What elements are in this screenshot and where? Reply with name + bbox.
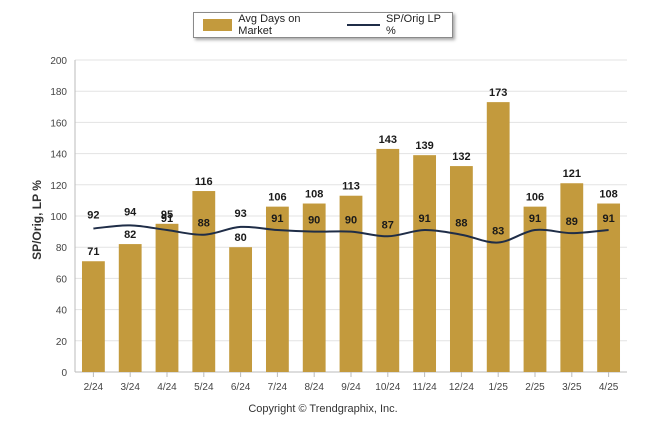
y-tick-label: 120 bbox=[50, 181, 67, 192]
y-tick-label: 180 bbox=[50, 87, 67, 98]
bar-data-label: 108 bbox=[305, 189, 323, 201]
x-tick-label: 2/24 bbox=[84, 382, 104, 393]
bar-data-label: 116 bbox=[195, 176, 213, 188]
bar-data-label: 121 bbox=[563, 168, 581, 180]
x-tick-label: 4/24 bbox=[157, 382, 177, 393]
line-data-label: 87 bbox=[382, 219, 394, 231]
y-tick-label: 60 bbox=[56, 274, 68, 285]
bar bbox=[155, 223, 179, 372]
legend-bar-label: Avg Days on Market bbox=[238, 13, 301, 37]
bar-data-label: 106 bbox=[526, 192, 544, 204]
copyright-text: Copyright © Trendgraphix, Inc. bbox=[248, 403, 398, 415]
bar-data-label: 113 bbox=[342, 181, 360, 193]
legend-line-label: SP/Orig LP % bbox=[385, 13, 441, 37]
line-data-label: 91 bbox=[529, 213, 541, 225]
x-tick-label: 6/24 bbox=[231, 382, 251, 393]
line-data-label: 83 bbox=[492, 226, 504, 238]
y-tick-label: 20 bbox=[56, 337, 68, 348]
line-data-label: 90 bbox=[345, 215, 357, 227]
x-tick-label: 7/24 bbox=[268, 382, 288, 393]
bar-data-label: 108 bbox=[599, 189, 617, 201]
y-axis-title: SP/Orig, LP % bbox=[30, 180, 44, 260]
bar-data-label: 173 bbox=[489, 87, 507, 99]
line-data-label: 92 bbox=[87, 209, 99, 221]
line-data-label: 94 bbox=[124, 206, 137, 218]
bar-data-label: 106 bbox=[268, 192, 286, 204]
x-tick-label: 9/24 bbox=[341, 382, 361, 393]
x-tick-label: 3/25 bbox=[562, 382, 582, 393]
legend-line-swatch bbox=[346, 24, 380, 26]
bar bbox=[229, 247, 253, 372]
bar bbox=[523, 206, 547, 372]
bar bbox=[597, 203, 621, 372]
line-data-label: 88 bbox=[455, 218, 467, 230]
y-tick-label: 140 bbox=[50, 150, 67, 161]
bar bbox=[302, 203, 326, 372]
x-tick-label: 4/25 bbox=[599, 382, 619, 393]
x-tick-label: 11/24 bbox=[412, 382, 437, 393]
bar bbox=[118, 244, 142, 372]
bar bbox=[449, 166, 473, 372]
x-tick-label: 10/24 bbox=[375, 382, 400, 393]
bar bbox=[560, 183, 584, 372]
line-data-label: 89 bbox=[566, 216, 578, 228]
bar-data-label: 132 bbox=[452, 151, 470, 163]
bar-data-label: 82 bbox=[124, 229, 136, 241]
bar bbox=[376, 148, 400, 372]
bar bbox=[413, 155, 437, 372]
line-series bbox=[93, 224, 609, 244]
bar bbox=[81, 261, 105, 372]
bar bbox=[339, 195, 363, 372]
bar bbox=[192, 191, 216, 372]
bar bbox=[486, 102, 510, 373]
line-data-label: 90 bbox=[308, 215, 320, 227]
y-tick-label: 160 bbox=[50, 118, 67, 129]
line-data-label: 91 bbox=[418, 213, 430, 225]
line-data-label: 91 bbox=[161, 213, 173, 225]
bar bbox=[265, 206, 289, 372]
x-tick-label: 3/24 bbox=[120, 382, 140, 393]
y-tick-label: 200 bbox=[50, 56, 67, 67]
x-tick-label: 8/24 bbox=[304, 382, 324, 393]
y-tick-label: 0 bbox=[61, 368, 67, 379]
x-tick-label: 5/24 bbox=[194, 382, 214, 393]
y-tick-label: 80 bbox=[56, 243, 68, 254]
line-data-label: 93 bbox=[234, 208, 246, 220]
y-tick-label: 40 bbox=[56, 306, 68, 317]
line-data-label: 91 bbox=[271, 213, 283, 225]
bar-data-label: 71 bbox=[87, 246, 99, 258]
bar-data-label: 143 bbox=[379, 134, 397, 146]
legend-bar-swatch bbox=[203, 19, 233, 31]
x-tick-label: 1/25 bbox=[488, 382, 508, 393]
line-data-label: 88 bbox=[198, 218, 210, 230]
bar-data-label: 139 bbox=[415, 140, 433, 152]
x-tick-label: 12/24 bbox=[449, 382, 474, 393]
chart-legend: Avg Days on Market SP/Orig LP % bbox=[193, 12, 453, 38]
bar-data-label: 95 bbox=[161, 209, 173, 221]
y-tick-label: 100 bbox=[50, 212, 67, 223]
x-tick-label: 2/25 bbox=[525, 382, 545, 393]
line-data-label: 91 bbox=[602, 213, 614, 225]
bar-data-label: 80 bbox=[234, 232, 246, 244]
